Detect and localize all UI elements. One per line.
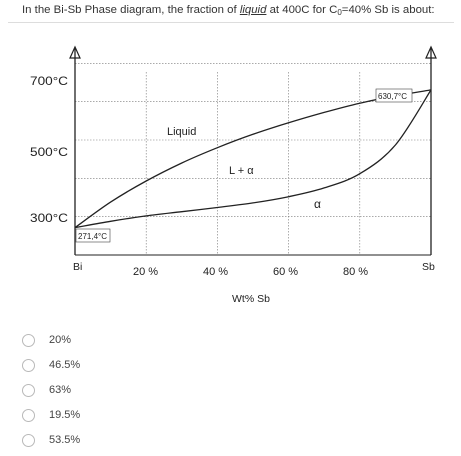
x-label-bi: Bi [73,261,82,273]
question-middle: at 400C for C [266,4,338,16]
x-label-40: 40 % [203,266,228,278]
y-label-500: 500°C [30,147,68,159]
arrow-up-icon [69,45,81,59]
option-19-5[interactable]: 19.5% [22,407,142,425]
sb-melting-label: 630,7°C [378,92,407,101]
x-label-80: 80 % [343,266,368,278]
option-label: 63% [49,384,72,396]
x-axis-title: Wt% Sb [232,293,270,305]
liquid-region-label: Liquid [167,126,196,138]
radio-button[interactable] [22,409,35,422]
question-text: In the Bi-Sb Phase diagram, the fraction… [22,2,458,18]
option-46-5[interactable]: 46.5% [22,357,142,375]
option-20[interactable]: 20% [22,332,142,350]
radio-button[interactable] [22,334,35,347]
question-prefix: In the Bi-Sb Phase diagram, the fraction… [22,4,240,16]
option-label: 20% [49,334,72,346]
radio-button[interactable] [22,384,35,397]
alpha-region-label: α [314,197,321,211]
question-subscript: 0 [337,8,342,17]
question-emphasis: liquid [239,4,267,16]
phase-curves [74,89,432,229]
sb-melting-box [375,88,413,103]
radio-button[interactable] [22,434,35,447]
arrow-up-icon [425,45,437,59]
x-label-sb: Sb [422,261,435,273]
option-53-5[interactable]: 53.5% [22,432,142,450]
divider [8,22,454,23]
two-phase-region-label: L + α [229,165,254,177]
liquidus-curve [74,89,432,229]
x-label-60: 60 % [273,266,298,278]
grid-lines [75,63,431,255]
question-suffix: =40% Sb is about: [341,4,435,16]
solidus-curve [74,89,432,229]
x-label-20: 20 % [133,266,158,278]
option-label: 19.5% [49,409,81,421]
bi-melting-label: 271,4°C [78,232,107,241]
option-label: 46.5% [49,359,81,371]
y-label-300: 300°C [30,213,68,225]
option-63[interactable]: 63% [22,382,142,400]
option-label: 53.5% [49,434,81,446]
y-label-700: 700°C [30,76,68,88]
phase-diagram: 700°C 500°C 300°C Bi 20 % 40 % 60 % 80 %… [30,45,437,305]
bi-melting-box [75,228,111,243]
radio-button[interactable] [22,359,35,372]
